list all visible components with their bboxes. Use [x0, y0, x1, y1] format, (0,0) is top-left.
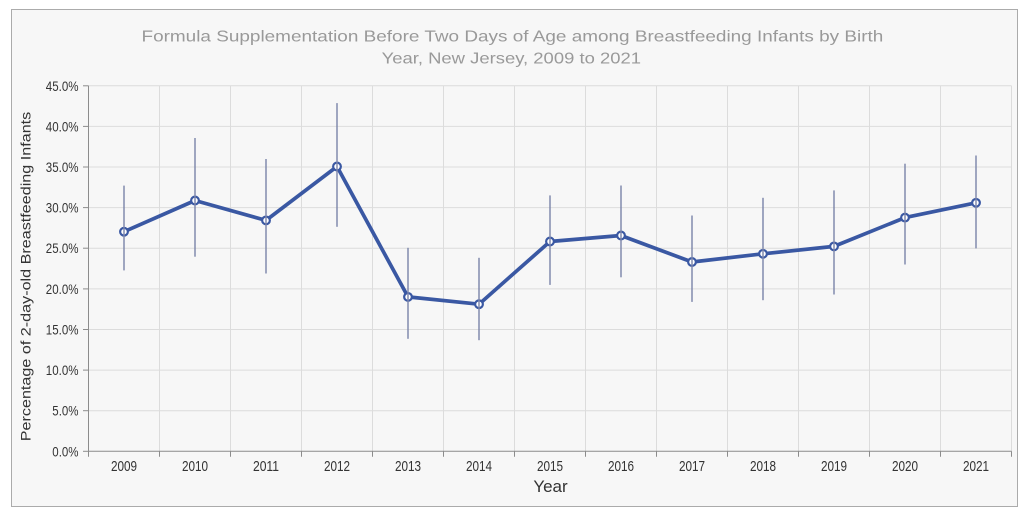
svg-text:2015: 2015 [537, 458, 563, 475]
svg-text:Percentage of 2-day-old Breast: Percentage of 2-day-old Breastfeeding In… [18, 112, 34, 442]
svg-text:2018: 2018 [750, 458, 776, 475]
svg-text:2012: 2012 [324, 458, 350, 475]
svg-text:2017: 2017 [679, 458, 705, 475]
svg-text:2019: 2019 [821, 458, 847, 475]
svg-text:15.0%: 15.0% [46, 322, 79, 338]
svg-text:30.0%: 30.0% [46, 200, 79, 216]
svg-text:Formula Supplementation Before: Formula Supplementation Before Two Days … [142, 28, 884, 45]
svg-text:5.0%: 5.0% [52, 403, 78, 419]
svg-text:2013: 2013 [395, 458, 421, 475]
svg-text:2016: 2016 [608, 458, 634, 475]
svg-text:2011: 2011 [253, 458, 279, 475]
svg-text:35.0%: 35.0% [46, 159, 79, 175]
svg-text:40.0%: 40.0% [46, 118, 79, 134]
svg-text:25.0%: 25.0% [46, 240, 79, 256]
svg-text:45.0%: 45.0% [46, 78, 79, 94]
svg-text:0.0%: 0.0% [52, 443, 78, 459]
svg-text:2009: 2009 [111, 458, 137, 475]
svg-text:2021: 2021 [963, 458, 989, 475]
svg-text:20.0%: 20.0% [46, 281, 79, 297]
svg-text:2010: 2010 [182, 458, 208, 475]
svg-text:Year, New Jersey, 2009 to 2021: Year, New Jersey, 2009 to 2021 [382, 51, 642, 68]
svg-text:2020: 2020 [892, 458, 918, 475]
svg-text:Year: Year [533, 477, 568, 496]
svg-text:2014: 2014 [466, 458, 492, 475]
svg-text:10.0%: 10.0% [46, 362, 79, 378]
